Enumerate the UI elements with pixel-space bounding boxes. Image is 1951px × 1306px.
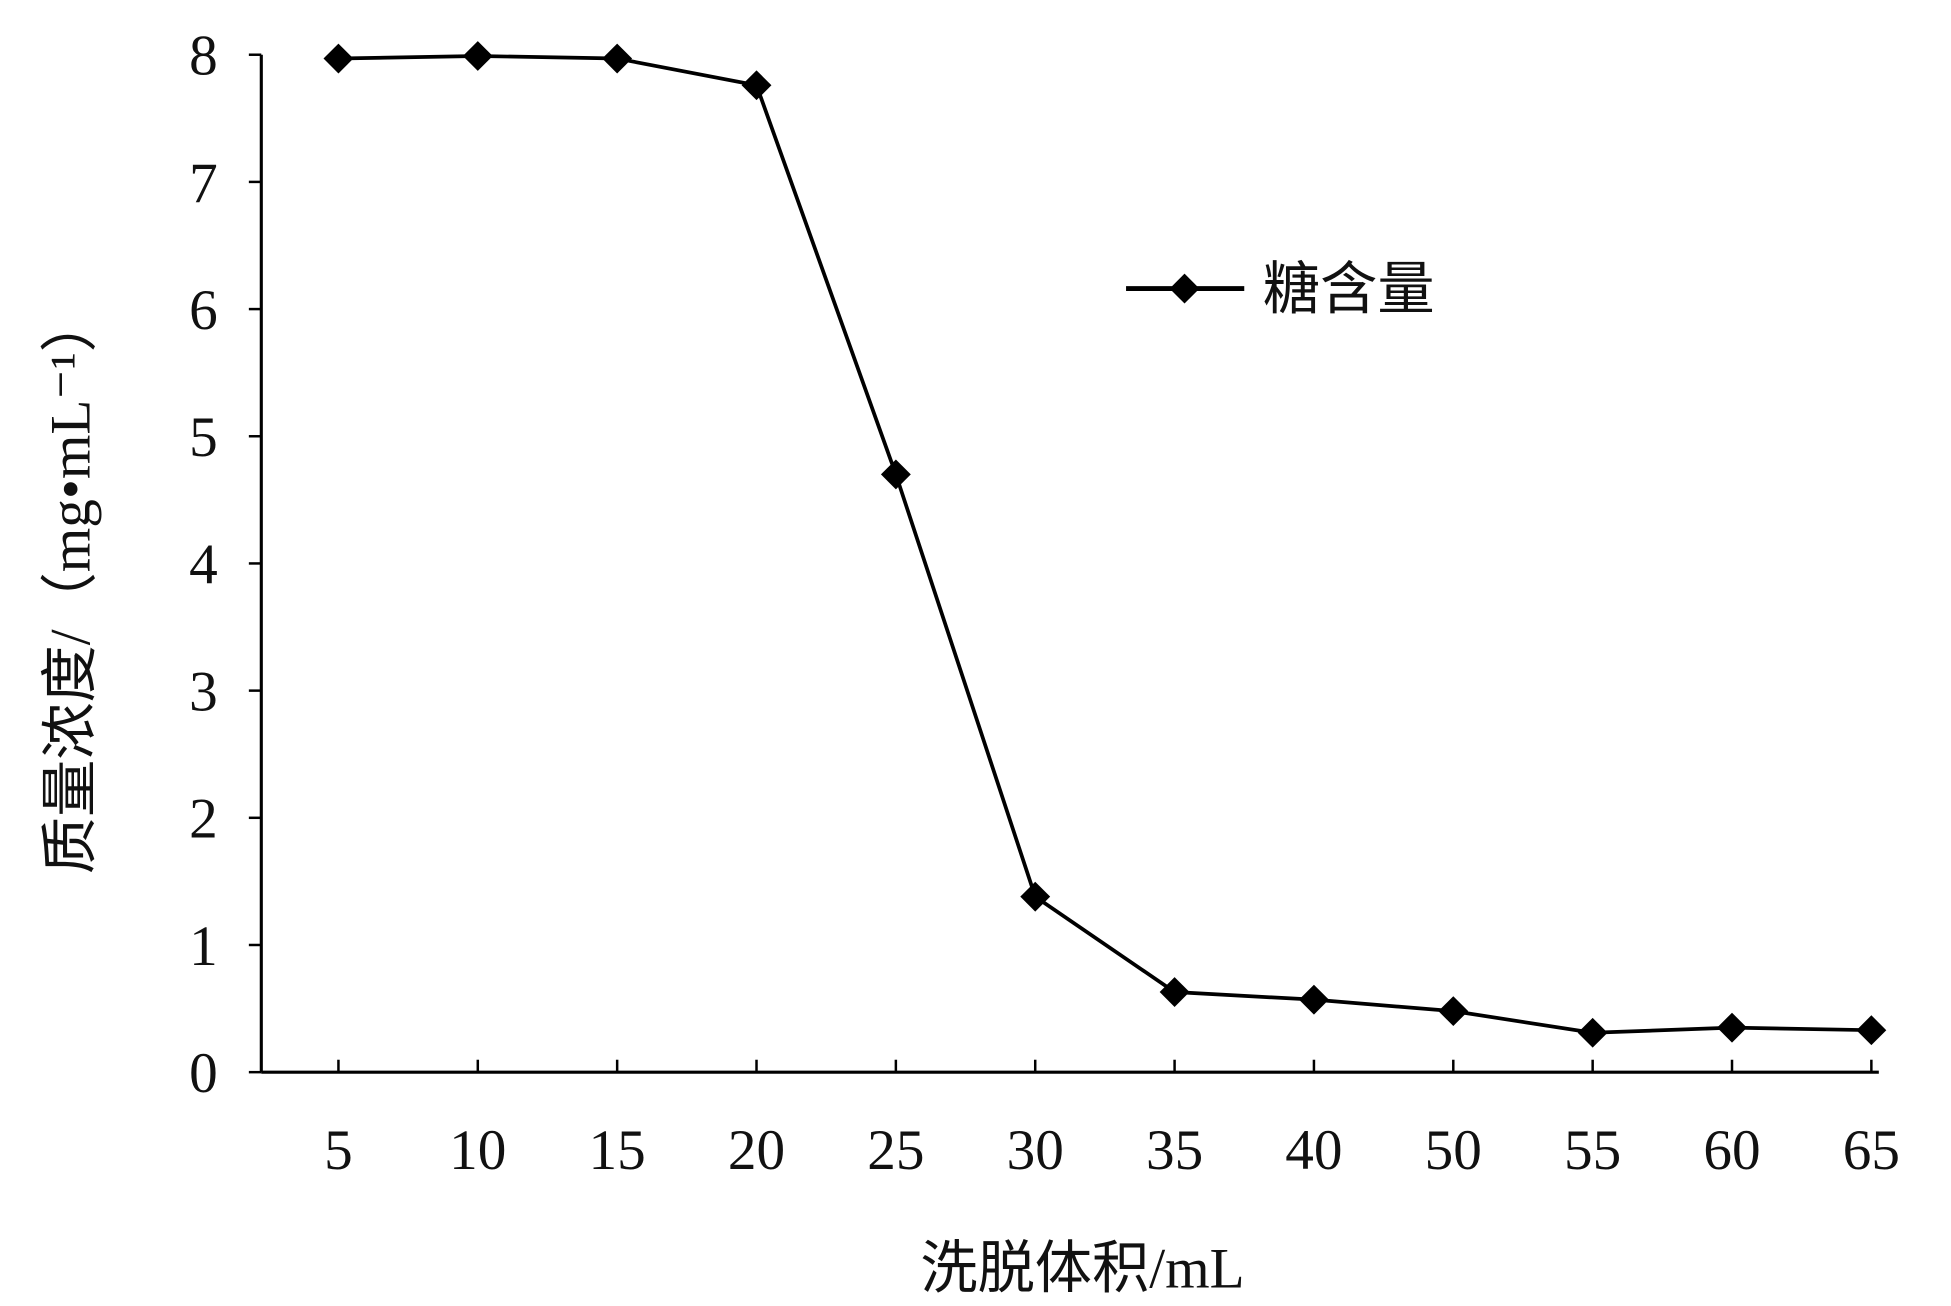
x-tick-label: 50 bbox=[1425, 1119, 1482, 1182]
data-point bbox=[323, 43, 354, 74]
data-point bbox=[1856, 1015, 1887, 1046]
data-point bbox=[1299, 984, 1329, 1015]
data-line bbox=[338, 54, 1872, 1035]
data-point bbox=[1577, 1017, 1608, 1048]
x-tick-label: 25 bbox=[867, 1119, 924, 1182]
x-axis-title: 洗脱体积/mL bbox=[920, 1237, 1244, 1300]
y-tick-label: 5 bbox=[189, 406, 218, 469]
y-tick-label: 3 bbox=[189, 661, 218, 724]
y-tick-label: 8 bbox=[189, 25, 218, 88]
x-tick-label: 55 bbox=[1564, 1119, 1621, 1182]
data-point bbox=[741, 70, 772, 101]
legend-marker bbox=[1169, 273, 1200, 304]
x-tick-label: 60 bbox=[1703, 1119, 1760, 1182]
y-tick-label: 0 bbox=[189, 1042, 218, 1105]
data-point bbox=[1438, 996, 1469, 1027]
y-tick-label: 7 bbox=[189, 152, 218, 215]
data-point bbox=[1159, 977, 1190, 1007]
y-tick-label: 1 bbox=[189, 915, 218, 978]
x-tick-label: 5 bbox=[324, 1119, 353, 1182]
y-tick-label: 2 bbox=[189, 788, 218, 851]
x-tick-label: 65 bbox=[1843, 1119, 1900, 1182]
x-tick-label: 40 bbox=[1285, 1119, 1342, 1182]
data-point bbox=[462, 41, 493, 71]
x-tick-label: 15 bbox=[589, 1119, 646, 1182]
data-point bbox=[602, 43, 633, 74]
x-tick-label: 35 bbox=[1146, 1119, 1203, 1182]
y-axis-title: 质量浓度/（mg•mL⁻¹） bbox=[40, 295, 103, 874]
x-tick-label: 20 bbox=[728, 1119, 785, 1182]
data-point bbox=[1717, 1012, 1747, 1043]
legend-label: 糖含量 bbox=[1263, 258, 1435, 321]
y-tick-label: 4 bbox=[189, 533, 218, 596]
x-tick-label: 30 bbox=[1007, 1119, 1064, 1182]
data-point bbox=[1020, 881, 1051, 912]
x-tick-label: 10 bbox=[449, 1119, 506, 1182]
data-point bbox=[880, 459, 911, 490]
y-tick-label: 6 bbox=[189, 279, 218, 342]
